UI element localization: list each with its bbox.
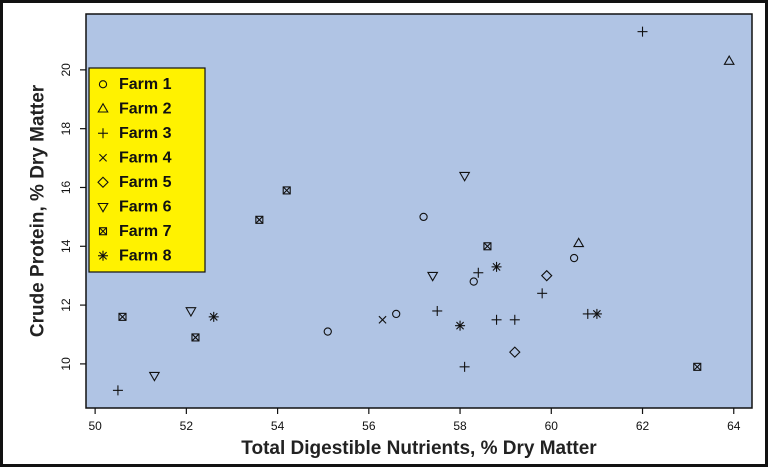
y-tick-label: 20: [59, 63, 73, 77]
legend-entry-label: Farm 3: [119, 125, 172, 142]
legend-marker: [97, 202, 109, 213]
x-tick-label: 64: [727, 419, 741, 433]
point-farm-5: [509, 346, 521, 358]
point-farm-2: [723, 54, 735, 65]
point-farm-1: [323, 327, 332, 336]
x-tick-label: 58: [453, 419, 467, 433]
point-farm-3: [637, 26, 648, 37]
point-farm-4: [378, 315, 387, 324]
legend-marker: [99, 153, 107, 162]
point-farm-6: [148, 371, 161, 382]
x-axis-title: Total Digestible Nutrients, % Dry Matter: [241, 438, 597, 459]
x-tick-label: 52: [180, 419, 194, 433]
legend-entry-label: Farm 2: [119, 100, 172, 117]
y-tick-label: 14: [59, 239, 73, 253]
point-farm-7: [693, 362, 702, 371]
legend-entry-label: Farm 8: [119, 247, 172, 264]
point-farm-1: [419, 212, 428, 222]
point-farm-7: [191, 333, 200, 342]
point-farm-8: [455, 320, 466, 331]
y-axis-title: Crude Protein, % Dry Matter: [28, 84, 49, 337]
legend-entry-label: Farm 4: [119, 149, 172, 166]
y-tick-label: 18: [59, 122, 73, 136]
point-farm-1: [569, 253, 579, 263]
point-farm-5: [540, 269, 553, 282]
point-farm-1: [469, 277, 478, 286]
point-farm-7: [118, 312, 127, 321]
legend-entry-label: Farm 7: [119, 223, 172, 240]
point-farm-8: [208, 311, 219, 322]
x-tick-label: 50: [88, 419, 102, 433]
point-farm-3: [491, 314, 502, 325]
point-farm-8: [491, 261, 502, 272]
legend-marker: [98, 128, 108, 139]
point-farm-3: [537, 288, 548, 299]
point-farm-3: [432, 305, 443, 316]
legend-marker: [98, 80, 108, 89]
point-farm-3: [473, 267, 484, 278]
legend-entry-label: Farm 5: [119, 174, 172, 191]
legend-entry-label: Farm 1: [119, 76, 172, 93]
x-tick-label: 56: [362, 419, 376, 433]
y-tick-label: 10: [59, 357, 73, 371]
legend-marker: [97, 102, 109, 113]
point-farm-7: [255, 215, 264, 224]
y-tick-label: 16: [59, 180, 73, 194]
x-tick-label: 62: [636, 419, 650, 433]
point-farm-7: [282, 186, 291, 195]
y-axis: 10 12 14 16 18 20: [59, 63, 86, 371]
legend-marker: [98, 250, 108, 261]
point-farm-7: [483, 242, 492, 251]
point-farm-6: [426, 271, 439, 282]
point-farm-8: [591, 308, 602, 319]
x-tick-label: 60: [545, 419, 559, 433]
point-farm-2: [572, 237, 585, 248]
legend: Farm 1 Farm 2 Farm 3 Farm 4 Farm 5 Farm 6 Farm…: [88, 67, 206, 273]
x-axis: 50 52 54 56 58 60 62 64: [88, 408, 741, 433]
legend-marker: [98, 227, 108, 236]
data-points: [112, 26, 735, 396]
point-farm-3: [509, 314, 520, 325]
point-farm-3: [582, 308, 593, 319]
legend-marker: [97, 176, 109, 189]
point-farm-3: [459, 361, 470, 372]
legend-box: [88, 67, 206, 273]
y-tick-label: 12: [59, 298, 73, 312]
point-farm-6: [185, 307, 197, 318]
legend-entry-label: Farm 6: [119, 198, 172, 215]
point-farm-3: [112, 385, 123, 396]
point-farm-6: [458, 171, 471, 182]
x-tick-label: 54: [271, 419, 285, 433]
point-farm-1: [392, 309, 401, 319]
